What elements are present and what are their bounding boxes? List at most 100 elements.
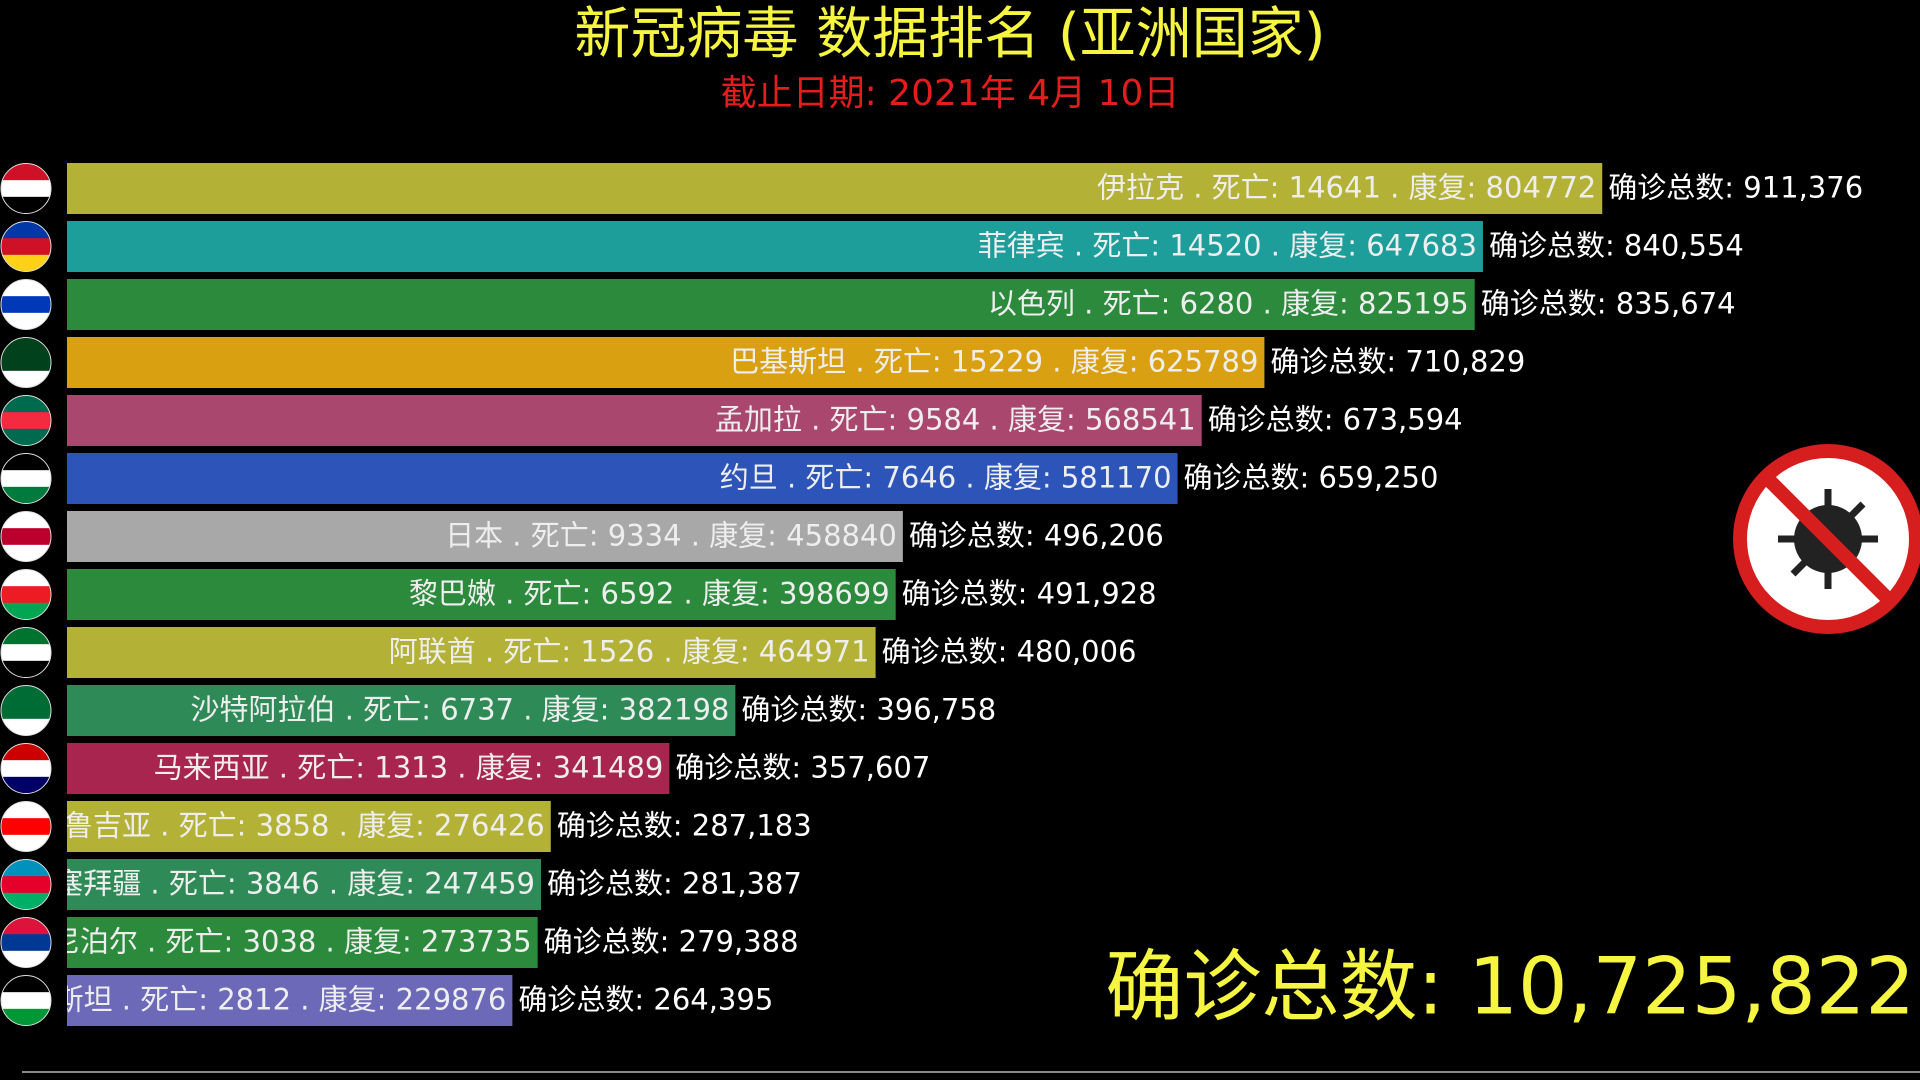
flag-stripe [1, 511, 51, 530]
value-label: 确诊总数: 835,674 [1481, 287, 1736, 321]
value-label: 确诊总数: 673,594 [1208, 403, 1463, 437]
bar [67, 685, 736, 736]
chart-title: 新冠病毒 数据排名 (亚洲国家) [574, 2, 1325, 67]
flag-border [0, 395, 52, 446]
flag-border [0, 221, 52, 272]
value-label: 确诊总数: 710,829 [1270, 345, 1525, 379]
bar [67, 337, 1265, 388]
flag-stripe [1, 412, 51, 430]
flag-stripe [1, 718, 51, 736]
flags [0, 163, 52, 1026]
flag-border [0, 917, 52, 968]
flag-border [0, 859, 52, 910]
bar-label: 鲁吉亚 . 死亡: 3858 . 康复: 276426 [64, 809, 545, 843]
flag-body [1, 163, 51, 214]
value-label: 确诊总数: 357,607 [675, 751, 930, 785]
flag-border [0, 453, 52, 504]
bar [67, 163, 1603, 214]
flag-body [1, 917, 51, 968]
flag-stripe [1, 180, 51, 198]
flag-stripe [1, 760, 51, 778]
bar [67, 395, 1202, 446]
flag-body [1, 685, 51, 736]
flag-stripe [1, 544, 51, 562]
flag [0, 511, 52, 562]
flag [0, 801, 52, 852]
flag-stripe [1, 818, 51, 836]
bar-label: 沙特阿拉伯 . 死亡: 6737 . 康复: 382198 [191, 693, 730, 727]
flag-stripe [1, 1008, 51, 1026]
flag-stripe [1, 776, 51, 794]
total-label: 确诊总数: 10,725,822 [1105, 942, 1915, 1032]
bar [67, 917, 538, 968]
bar [67, 801, 551, 852]
value-label: 确诊总数: 491,928 [902, 577, 1157, 611]
flag [0, 627, 52, 678]
value-label: 确诊总数: 264,395 [518, 983, 773, 1017]
flag-stripe [1, 569, 51, 588]
bar [67, 975, 513, 1026]
flag-stripe [1, 486, 51, 504]
flag-stripe [1, 238, 51, 256]
flag-stripe [1, 395, 51, 414]
flag-stripe [1, 296, 51, 314]
flag [0, 279, 52, 330]
flag-body [1, 395, 51, 446]
flag-stripe [1, 660, 51, 678]
flag-stripe [1, 221, 51, 240]
flag-stripe [1, 312, 51, 330]
bar-label: 阿联酋 . 死亡: 1526 . 康复: 464971 [389, 635, 870, 669]
flag-stripe [1, 627, 51, 646]
bar-label: 尼泊尔 . 死亡: 3038 . 康复: 273735 [51, 925, 532, 959]
bar-label: 菲律宾 . 死亡: 14520 . 康复: 647683 [978, 229, 1477, 263]
flag [0, 975, 52, 1026]
bar-label: 黎巴嫩 . 死亡: 6592 . 康复: 398699 [409, 577, 890, 611]
flag-stripe [1, 685, 51, 704]
flag [0, 569, 52, 620]
flag-border [0, 511, 52, 562]
bar-label: 以色列 . 死亡: 6280 . 康复: 825195 [988, 287, 1469, 321]
flag-stripe [1, 196, 51, 214]
flag-border [0, 685, 52, 736]
flag-stripe [1, 975, 51, 994]
flag [0, 453, 52, 504]
bar-label: 孟加拉 . 死亡: 9584 . 康复: 568541 [715, 403, 1196, 437]
flag-stripe [1, 702, 51, 720]
flag-stripe [1, 528, 51, 546]
flag-stripe [1, 834, 51, 852]
flag-stripe [1, 917, 51, 936]
bar-label: 伊拉克 . 死亡: 14641 . 康复: 804772 [1097, 171, 1596, 205]
bar-label: 巴基斯坦 . 死亡: 15229 . 康复: 625789 [730, 345, 1258, 379]
flag-border [0, 975, 52, 1026]
flag [0, 743, 52, 794]
flag-stripe [1, 428, 51, 446]
value-label: 确诊总数: 480,006 [882, 635, 1137, 669]
bar-label: 日本 . 死亡: 9334 . 康复: 458840 [445, 519, 897, 553]
flag-body [1, 627, 51, 678]
no-virus-icon [1733, 444, 1920, 634]
value-label: 确诊总数: 279,388 [544, 925, 799, 959]
flag-body [1, 337, 51, 388]
flag-stripe [1, 370, 51, 388]
flag-body [1, 221, 51, 272]
bar-label: 约旦 . 死亡: 7646 . 康复: 581170 [720, 461, 1172, 495]
bar [67, 279, 1475, 330]
flag-border [0, 627, 52, 678]
flag-body [1, 569, 51, 620]
flag [0, 917, 52, 968]
flag-stripe [1, 279, 51, 298]
bar [67, 221, 1483, 272]
flag-stripe [1, 992, 51, 1010]
flag-border [0, 337, 52, 388]
flag-stripe [1, 859, 51, 878]
flag-border [0, 163, 52, 214]
flag [0, 395, 52, 446]
flag [0, 859, 52, 910]
flag-body [1, 975, 51, 1026]
flag-border [0, 743, 52, 794]
flag-stripe [1, 876, 51, 894]
value-label: 确诊总数: 911,376 [1608, 171, 1863, 205]
bar-label: 塞拜疆 . 死亡: 3846 . 康复: 247459 [54, 867, 535, 901]
flag-stripe [1, 950, 51, 968]
